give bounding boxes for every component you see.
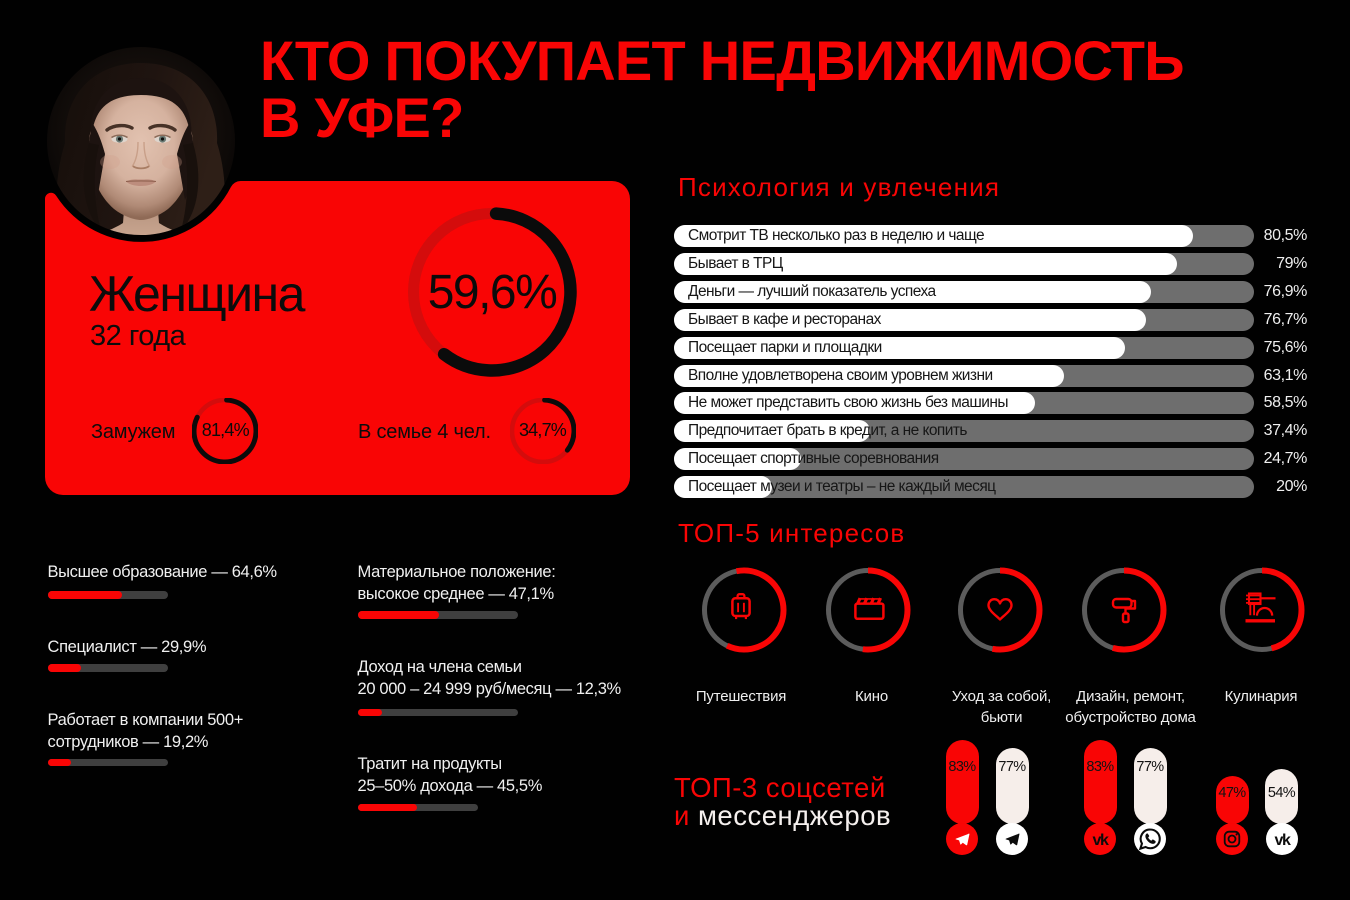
svg-text:vk: vk — [1093, 832, 1109, 849]
svg-text:vk: vk — [1274, 832, 1290, 849]
